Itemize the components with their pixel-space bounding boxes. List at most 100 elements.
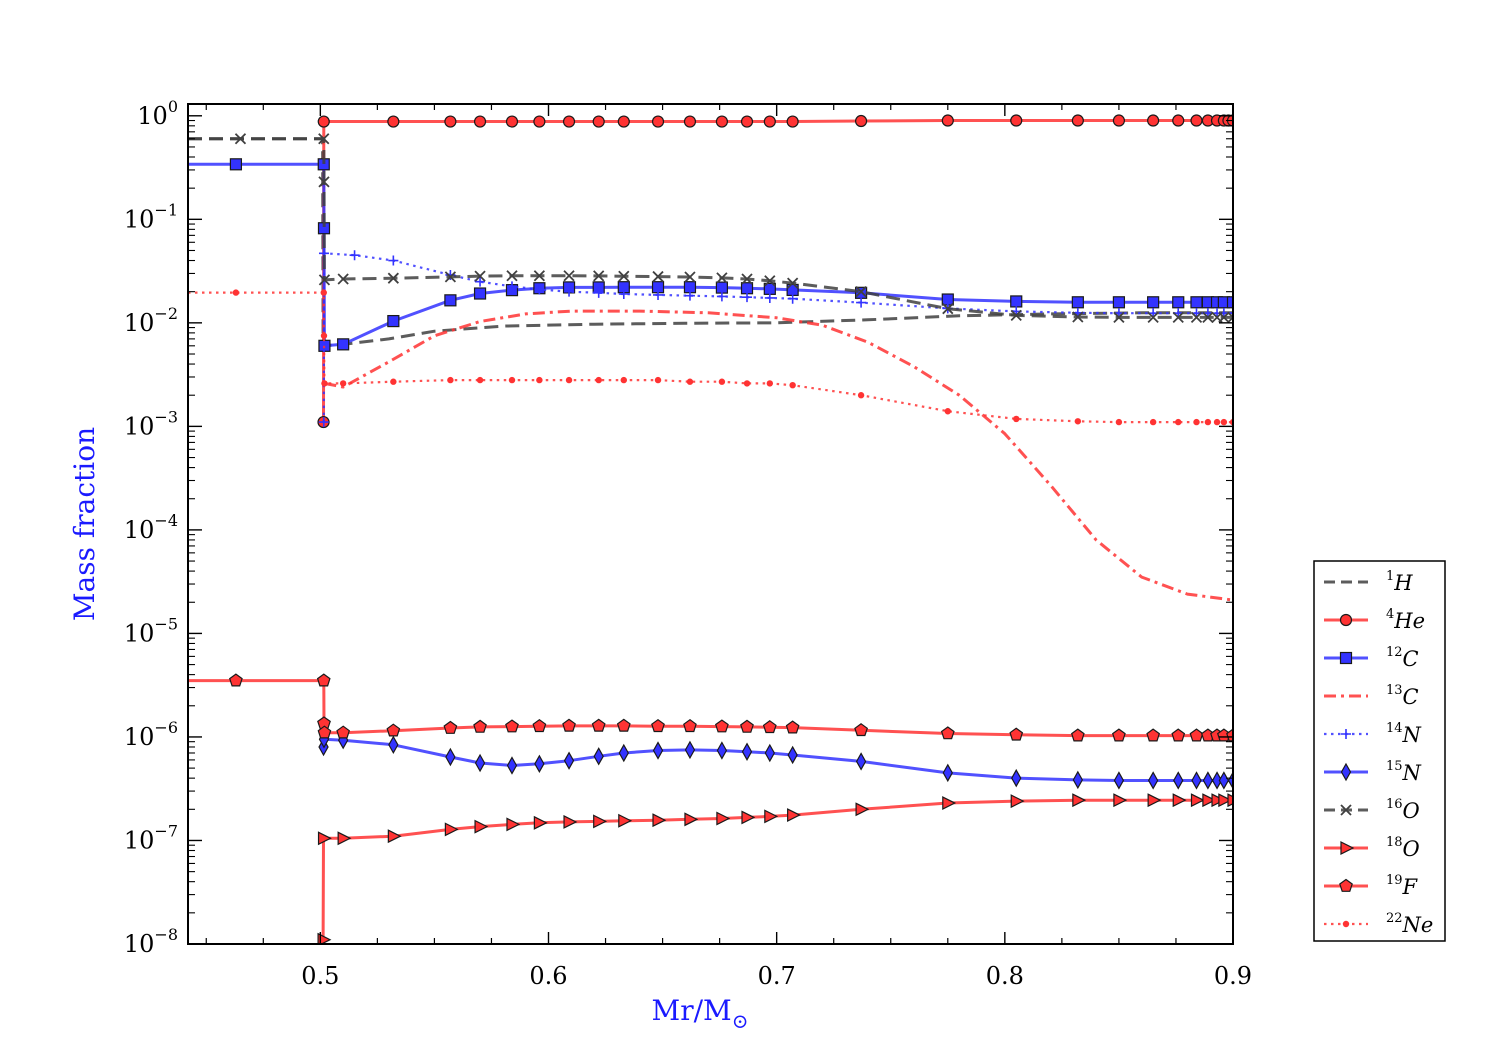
marker-14N-13 [716, 291, 727, 302]
y-tick-label: 10−1 [124, 200, 178, 233]
y-tick-label: 10−5 [124, 614, 178, 647]
legend-entry-13C: 13C [1324, 683, 1419, 709]
marker-22Ne-14 [654, 376, 662, 384]
marker-18O-0 [317, 932, 332, 944]
marker-22Ne-30 [1220, 418, 1228, 426]
marker-12C-5 [337, 338, 350, 351]
y-tick-label: 10−3 [124, 407, 178, 440]
marker-16O-13 [618, 270, 630, 282]
x-tick-label: 0.7 [758, 962, 796, 990]
marker-14N-11 [653, 289, 664, 300]
series-13C [324, 309, 1233, 602]
marker-18O-5 [474, 819, 489, 834]
marker-18O-12 [684, 812, 699, 827]
marker-18O-7 [533, 815, 548, 830]
marker-18O-10 [618, 813, 633, 828]
marker-22Ne-18 [766, 380, 774, 387]
marker-14N-10 [618, 288, 629, 299]
legend-marker-19F [1339, 878, 1353, 892]
marker-4He-11 [683, 115, 697, 128]
marker-16O-19 [787, 277, 799, 289]
marker-22Ne-15 [686, 378, 694, 385]
marker-18O-9 [593, 814, 608, 829]
series-16O [188, 133, 1233, 323]
marker-15N-12 [684, 740, 696, 760]
marker-22Ne-24 [1115, 418, 1123, 426]
marker-16O-2 [318, 133, 330, 145]
marker-22Ne-29 [1213, 418, 1221, 426]
marker-16O-30 [1218, 311, 1230, 323]
marker-4He-19 [1071, 114, 1084, 127]
marker-19F-17 [740, 719, 754, 733]
marker-4He-2 [387, 115, 400, 128]
series-line-16O [188, 137, 1233, 319]
legend-entry-4He: 4He [1324, 607, 1425, 633]
marker-19F-23 [1070, 728, 1085, 742]
marker-16O-31 [1227, 311, 1233, 323]
x-tick-label: 0.6 [529, 962, 567, 990]
marker-14N-7 [534, 284, 545, 295]
marker-14N-0 [318, 417, 329, 428]
marker-14N-12 [684, 290, 695, 301]
marker-4He-17 [941, 114, 954, 127]
marker-19F-27 [1189, 728, 1204, 742]
marker-15N-9 [593, 747, 604, 766]
marker-14N-9 [593, 287, 604, 298]
marker-15N-19 [1011, 768, 1022, 788]
marker-19F-13 [616, 718, 631, 732]
legend-box [1313, 560, 1446, 942]
marker-15N-24 [1191, 771, 1202, 790]
marker-22Ne-1 [232, 289, 240, 296]
marker-12C-1 [229, 158, 243, 171]
marker-18O-3 [387, 829, 402, 844]
marker-18O-15 [764, 809, 779, 824]
legend-marker-12C [1339, 651, 1353, 665]
marker-22Ne-27 [1193, 418, 1200, 426]
marker-18O-19 [1010, 794, 1025, 809]
marker-15N-14 [741, 742, 753, 761]
marker-22Ne-2 [320, 289, 327, 296]
marker-4He-5 [505, 115, 519, 128]
series-line-18O [321, 798, 1233, 940]
marker-15N-3 [388, 735, 399, 755]
marker-19F-10 [532, 718, 547, 733]
plot-frame [187, 103, 1234, 945]
marker-19F-12 [591, 718, 606, 732]
marker-22Ne-23 [1074, 418, 1082, 425]
legend-label-18O: 18O [1386, 835, 1420, 861]
marker-19F-4 [317, 725, 332, 739]
marker-18O-2 [337, 831, 352, 846]
marker-15N-11 [652, 741, 664, 760]
marker-15N-8 [563, 751, 575, 770]
marker-4He-21 [1147, 114, 1160, 127]
marker-22Ne-3 [320, 332, 328, 339]
marker-22Ne-4 [321, 380, 328, 387]
marker-16O-17 [741, 273, 753, 285]
marker-16O-14 [652, 270, 664, 283]
marker-18O-16 [787, 808, 801, 823]
marker-19F-22 [1009, 727, 1024, 741]
marker-15N-5 [474, 753, 486, 773]
marker-16O-3 [318, 176, 330, 188]
marker-18O-8 [563, 814, 578, 829]
marker-18O-4 [444, 822, 459, 837]
legend-label-4He: 4He [1386, 607, 1425, 633]
marker-12C-25 [1147, 296, 1160, 309]
marker-19F-21 [940, 726, 955, 740]
legend-label-22Ne: 22Ne [1386, 911, 1433, 937]
marker-18O-23 [1172, 793, 1187, 808]
series-15N [318, 730, 1233, 790]
y-tick-label: 10−2 [124, 304, 178, 337]
legend-entry-12C: 12C [1324, 645, 1419, 671]
marker-18O-13 [716, 811, 731, 826]
marker-4He-10 [651, 115, 665, 128]
marker-15N-7 [534, 754, 545, 774]
marker-14N-15 [764, 292, 775, 303]
marker-16O-8 [474, 270, 486, 282]
marker-19F-5 [336, 725, 351, 739]
series-line-14N [322, 252, 1233, 423]
x-axis-label-main: Mr/M [652, 994, 732, 1027]
marker-16O-9 [506, 270, 518, 282]
marker-4He-23 [1190, 114, 1203, 127]
marker-22Ne-21 [944, 408, 951, 415]
